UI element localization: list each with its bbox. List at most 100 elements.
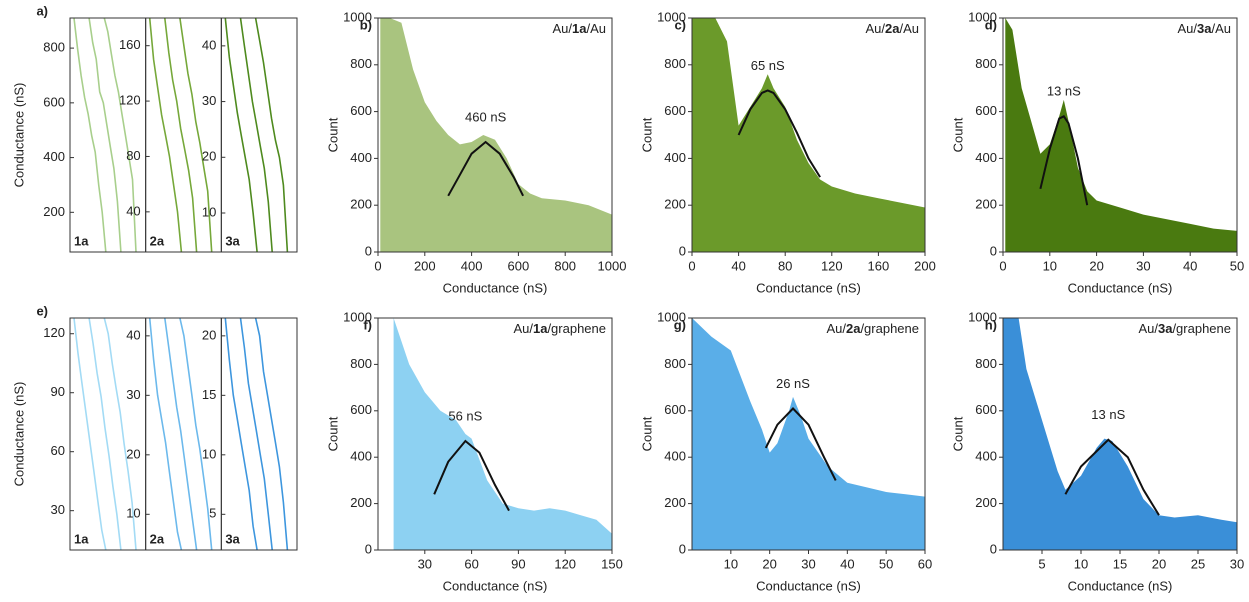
y-tick-label: 200 <box>975 495 997 510</box>
x-tick-label: 20 <box>1089 258 1103 273</box>
sample-label-part: 1a <box>572 21 587 36</box>
y-tick-label: 1000 <box>968 309 997 324</box>
plot-frame <box>377 317 613 551</box>
x-tick-label: 15 <box>1113 556 1127 571</box>
histogram-area <box>692 318 925 550</box>
x-tick-label: 30 <box>1136 258 1150 273</box>
sample-label-part: Au/ <box>826 321 846 336</box>
x-tick-label: 50 <box>1230 258 1244 273</box>
x-tick-label: 40 <box>1183 258 1197 273</box>
plot-frame <box>691 17 926 253</box>
panel-letter: c) <box>674 17 686 32</box>
x-tick-label: 200 <box>414 258 436 273</box>
y-tick-label: 200 <box>664 197 686 212</box>
x-tick-label: 0 <box>999 258 1006 273</box>
x-tick-label: 40 <box>840 556 854 571</box>
y-axis-label: Count <box>950 416 965 451</box>
sample-label-part: Au/ <box>1138 321 1158 336</box>
plot-frame <box>377 17 613 253</box>
x-tick-label: 30 <box>418 556 432 571</box>
trace <box>148 18 183 252</box>
x-axis-label: Conductance (nS) <box>443 578 548 593</box>
y-tick-label: 600 <box>975 103 997 118</box>
y-tick-label: 600 <box>664 103 686 118</box>
y-tick-label: 20 <box>202 149 216 164</box>
panel-letter: h) <box>985 317 997 332</box>
gaussian-fit <box>1064 438 1160 516</box>
sample-label-part: 2a <box>846 321 861 336</box>
y-tick-label: 200 <box>975 197 997 212</box>
gaussian-fit <box>447 140 524 197</box>
histogram-area <box>1005 18 1237 252</box>
trace <box>239 18 273 252</box>
y-tick-label: 800 <box>350 356 372 371</box>
trace <box>254 18 289 252</box>
y-tick-label: 90 <box>51 384 65 399</box>
sample-label-part: Au/ <box>513 321 533 336</box>
y-tick-label: 15 <box>202 387 216 402</box>
sample-label-part: 2a <box>885 21 900 36</box>
gaussian-fit <box>737 89 821 178</box>
y-tick-label: 40 <box>126 203 140 218</box>
subpanel-label: 2a <box>150 531 165 546</box>
gaussian-fit <box>433 439 510 512</box>
y-tick-label: 800 <box>43 40 65 55</box>
x-tick-label: 30 <box>1230 556 1244 571</box>
y-tick-label: 600 <box>975 402 997 417</box>
y-tick-label: 600 <box>664 402 686 417</box>
y-tick-label: 40 <box>126 327 140 342</box>
x-axis-label: Conductance (nS) <box>756 280 861 295</box>
y-tick-label: 800 <box>664 56 686 71</box>
y-tick-label: 30 <box>126 387 140 402</box>
panel-letter: f) <box>363 317 372 332</box>
trace <box>254 318 289 550</box>
sample-label-part: /graphene <box>860 321 919 336</box>
sample-label-part: 3a <box>1197 21 1212 36</box>
sample-label-part: /Au <box>1211 21 1231 36</box>
sample-label-part: 3a <box>1158 321 1173 336</box>
sample-label: Au/2a/Au <box>866 21 920 36</box>
trace <box>148 318 183 550</box>
y-axis-label: Count <box>950 117 965 152</box>
trace <box>164 18 198 252</box>
peak-label: 56 nS <box>448 408 482 423</box>
y-tick-label: 60 <box>51 443 65 458</box>
trace <box>224 18 258 252</box>
y-tick-label: 0 <box>679 243 686 258</box>
x-tick-label: 60 <box>464 556 478 571</box>
y-tick-label: 1000 <box>343 9 372 24</box>
y-tick-label: 600 <box>43 94 65 109</box>
trace <box>179 318 213 550</box>
gaussian-fit <box>1039 115 1089 206</box>
y-tick-label: 10 <box>202 204 216 219</box>
x-tick-label: 800 <box>554 258 576 273</box>
x-tick-label: 25 <box>1191 556 1205 571</box>
sample-label-part: /graphene <box>547 321 606 336</box>
x-tick-label: 1000 <box>598 258 627 273</box>
y-tick-label: 400 <box>43 149 65 164</box>
gaussian-fit <box>764 407 837 481</box>
x-tick-label: 20 <box>762 556 776 571</box>
subpanel-label: 3a <box>225 531 240 546</box>
y-axis-label: Count <box>325 117 340 152</box>
y-tick-label: 1000 <box>657 9 686 24</box>
y-tick-label: 200 <box>350 197 372 212</box>
sample-label: Au/3a/graphene <box>1138 321 1231 336</box>
sample-label: Au/1a/graphene <box>513 321 606 336</box>
x-tick-label: 150 <box>601 556 623 571</box>
histogram-area <box>393 318 612 550</box>
trace <box>179 18 213 252</box>
sample-label-part: 1a <box>533 321 548 336</box>
y-tick-label: 400 <box>664 449 686 464</box>
y-tick-label: 400 <box>350 449 372 464</box>
histogram-area <box>692 18 925 252</box>
sample-label-part: /graphene <box>1172 321 1231 336</box>
y-axis-label: Count <box>325 416 340 451</box>
peak-label: 26 nS <box>776 376 810 391</box>
y-tick-label: 30 <box>51 502 65 517</box>
y-axis-label: Conductance (nS) <box>11 382 26 487</box>
y-tick-label: 0 <box>990 243 997 258</box>
y-tick-label: 800 <box>975 56 997 71</box>
trace <box>73 18 107 252</box>
